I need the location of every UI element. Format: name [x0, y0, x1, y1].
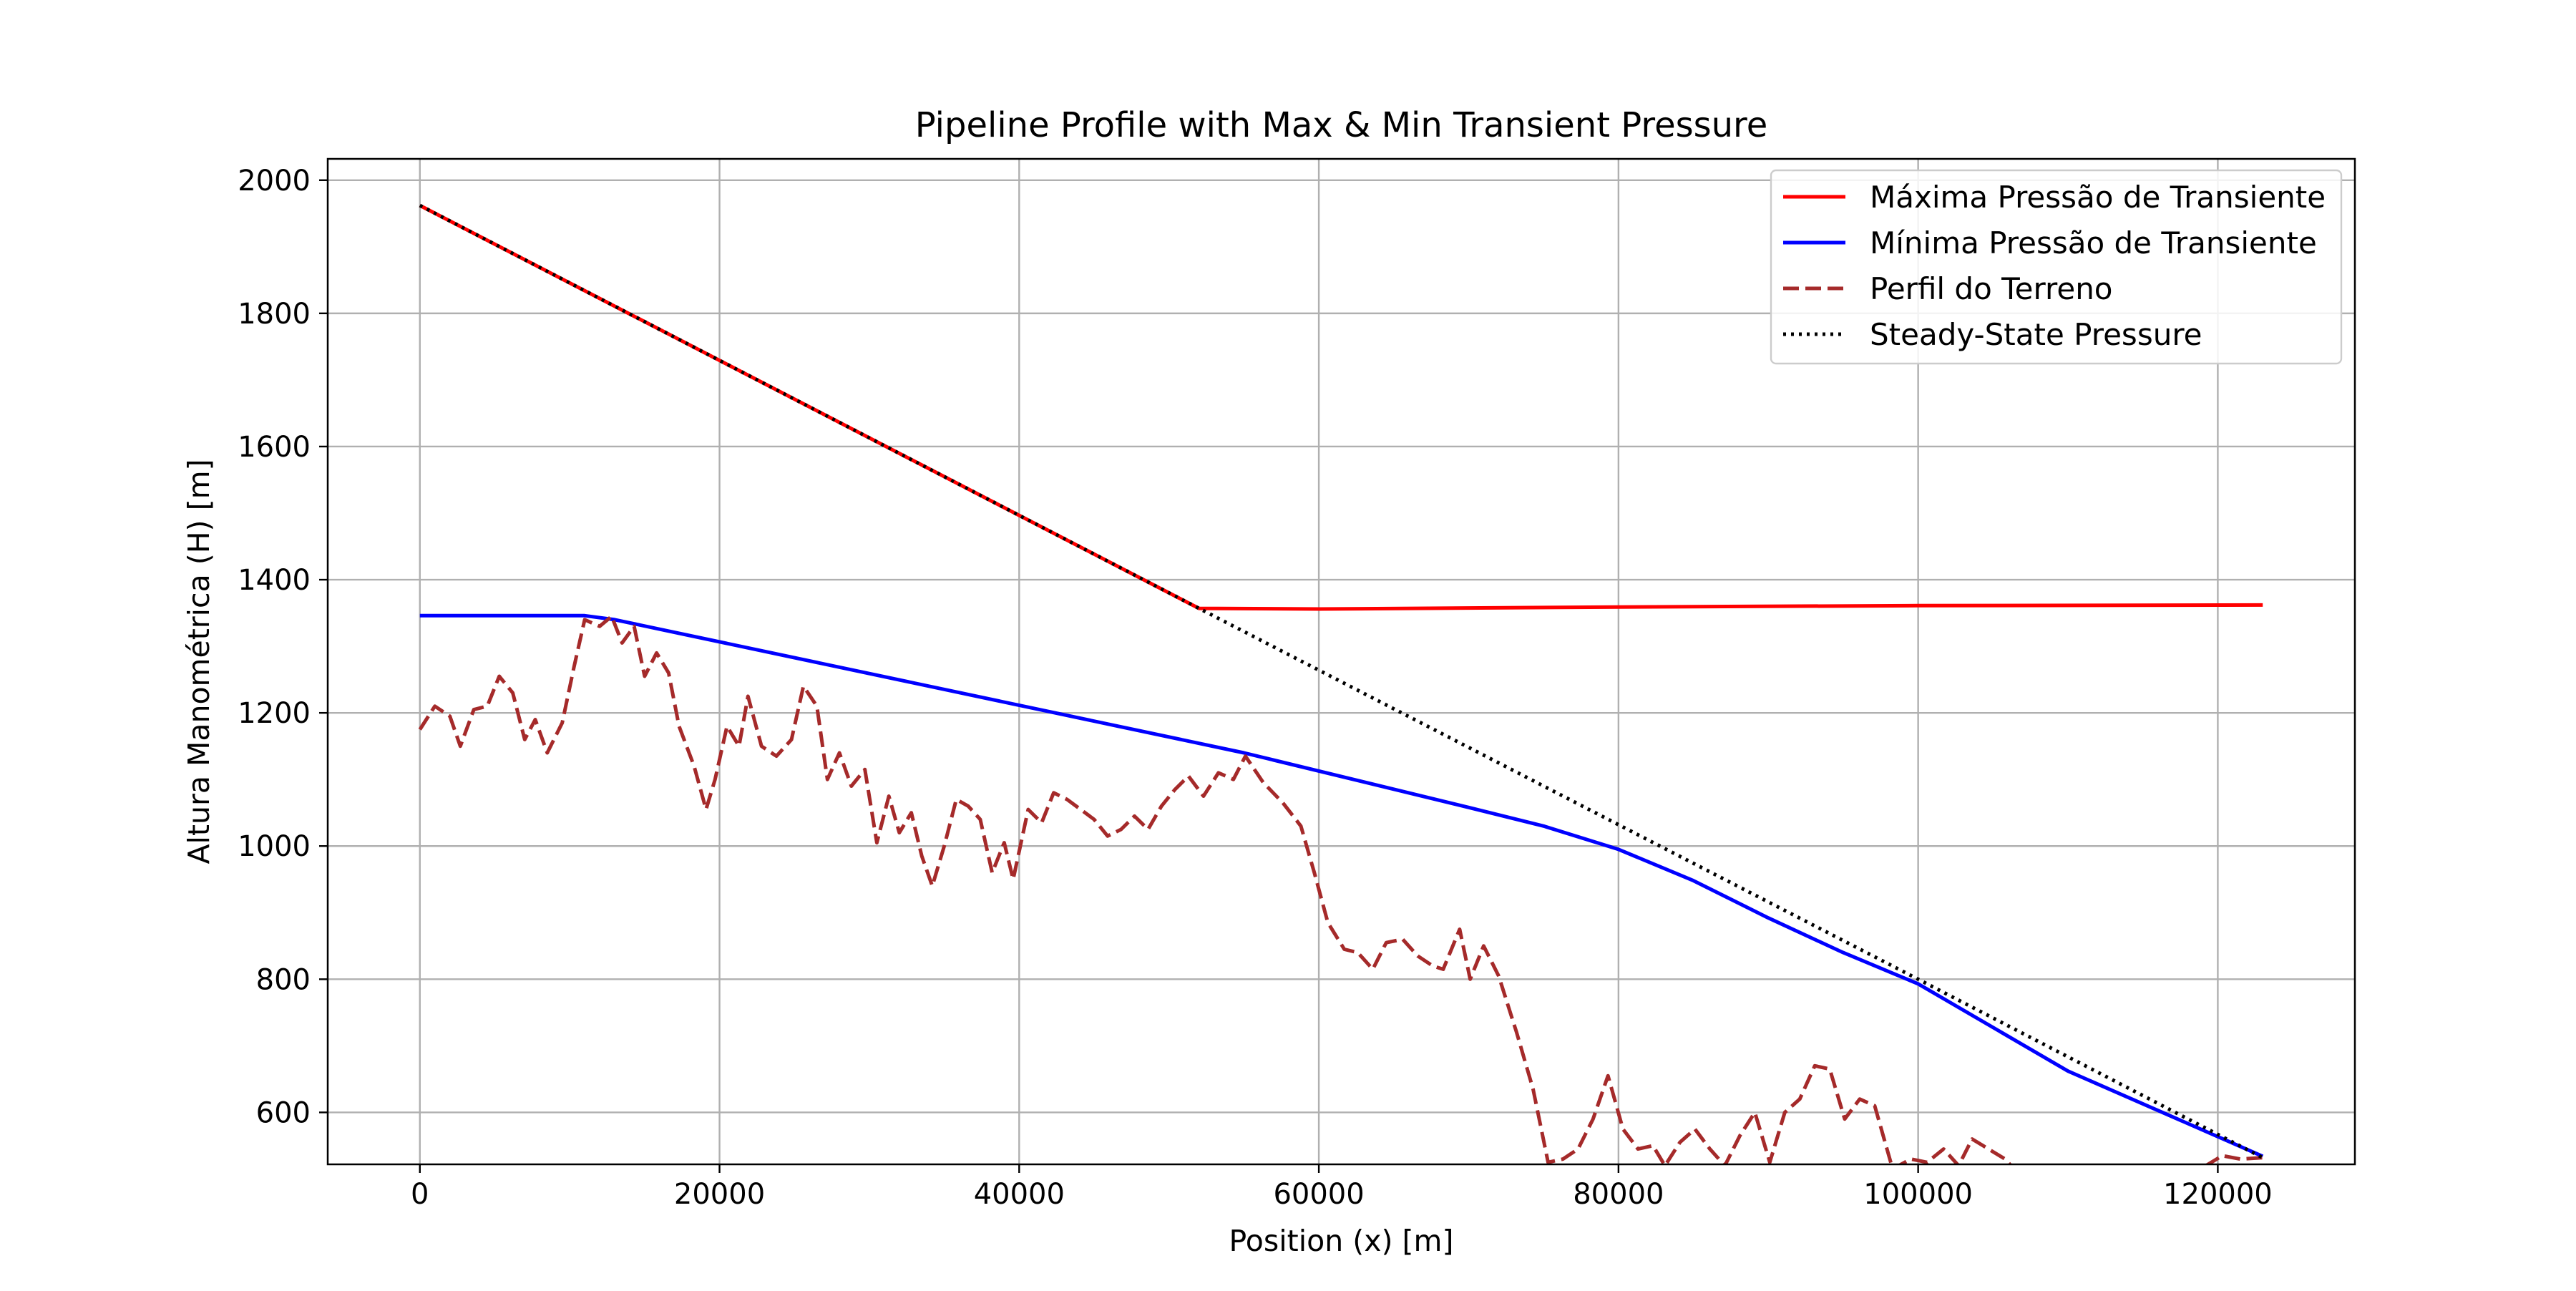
legend-label-3: Steady-State Pressure	[1870, 317, 2202, 352]
plot-frame	[326, 157, 2356, 1166]
legend-label-0: Máxima Pressão de Transiente	[1870, 180, 2326, 215]
y-tick-label: 1600	[238, 431, 311, 464]
series-line-1	[419, 613, 2264, 1159]
x-tick-label: 20000	[674, 1178, 765, 1211]
x-tick-label: 40000	[974, 1178, 1065, 1211]
y-tick-label: 1800	[238, 298, 311, 331]
y-tick-label: 1200	[238, 697, 311, 730]
series-line-0	[419, 203, 2263, 611]
y-tick-label: 600	[256, 1096, 311, 1129]
x-axis-label: Position (x) [m]	[1229, 1224, 1454, 1258]
x-tick-label: 120000	[2163, 1178, 2273, 1211]
legend-box	[1770, 169, 2343, 365]
y-tick-label: 800	[256, 963, 311, 996]
y-tick-label: 2000	[238, 165, 311, 198]
axis-ticks: 0 20000 40000 60000 80000 100000 120000 600 800 1…	[238, 165, 2273, 1211]
legend: Máxima Pressão de Transiente Mínima Press…	[1770, 169, 2343, 365]
x-tick-label: 0	[411, 1178, 429, 1211]
y-tick-label: 1400	[238, 564, 311, 597]
legend-label-1: Mínima Pressão de Transiente	[1870, 225, 2317, 260]
chart-title: Pipeline Profile with Max & Min Transien…	[915, 105, 1768, 145]
x-tick-label: 60000	[1273, 1178, 1364, 1211]
x-tick-label: 80000	[1573, 1178, 1664, 1211]
x-tick-label: 100000	[1863, 1178, 1973, 1211]
series-layer	[418, 203, 2264, 1164]
y-tick-label: 1000	[238, 830, 311, 863]
grid	[328, 159, 2355, 1164]
y-axis-label: Altura Manométrica (H) [m]	[182, 459, 216, 864]
series-line-2	[418, 614, 2263, 1164]
legend-label-2: Perfil do Terreno	[1870, 271, 2113, 306]
